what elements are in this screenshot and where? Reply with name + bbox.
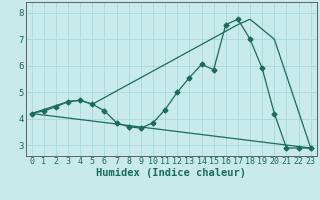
X-axis label: Humidex (Indice chaleur): Humidex (Indice chaleur)	[96, 168, 246, 178]
